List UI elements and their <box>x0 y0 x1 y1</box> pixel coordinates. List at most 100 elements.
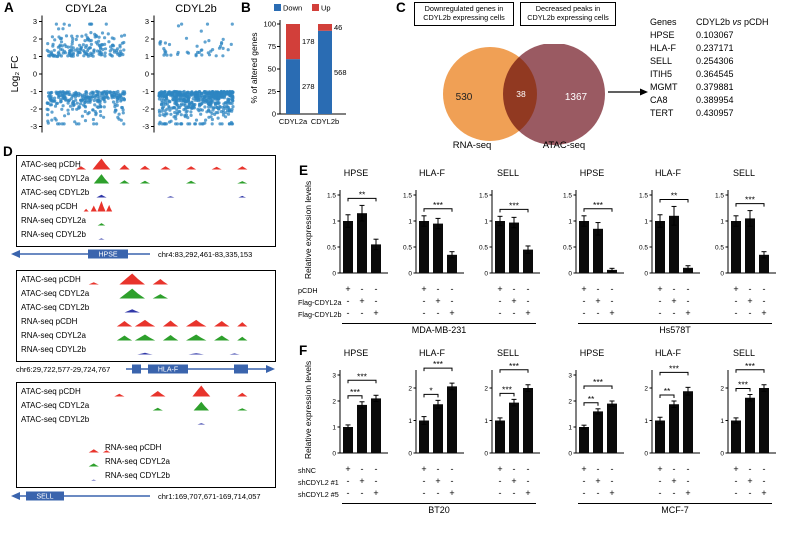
condition-sign: - <box>596 464 600 474</box>
condition-sign: + <box>733 464 739 474</box>
bar-chart-MCF-7-HLA-F: HLA-F 0 1 2 ** *** <box>632 348 704 465</box>
condition-sign: - <box>498 488 502 498</box>
chart-plot: 0 0.5 1 1.5 ** <box>327 189 388 277</box>
track-HLA-F-rna-seq-cdyl2a: RNA-seq CDYL2a <box>21 331 248 341</box>
chart-plot: 0 0.5 1 1.5 *** <box>403 190 464 277</box>
chart-plot: 0 0.5 1 1.5 *** <box>715 190 776 277</box>
down-segment <box>286 59 300 114</box>
condition-sign: + <box>525 308 531 318</box>
gene-name: ITIH5 <box>650 69 673 79</box>
signal-peaks <box>91 479 97 481</box>
bar-chart-Hs578T-HLA-F: HLA-F 0 0.5 1 1.5 ** <box>632 168 704 285</box>
bar <box>759 388 769 453</box>
coords-label: chr6:29,722,577-29,724,767 <box>16 365 110 374</box>
gene-table-col1-header: Genes <box>650 17 677 27</box>
condition-sign: + <box>511 296 517 306</box>
tick-label: 1 <box>568 424 572 431</box>
gene-table-row: ITIH5 0.364545 <box>650 68 794 81</box>
tick-label: 0 <box>332 450 336 457</box>
bar-chart-MCF-7-SELL: SELL 0 1 2 *** *** <box>708 348 780 465</box>
condition-sign: + <box>761 308 767 318</box>
tick-label: 0.5 <box>563 244 572 251</box>
tick-label: 2 <box>33 35 37 44</box>
tick-label: 0 <box>484 450 488 457</box>
bar <box>371 244 381 273</box>
cell-line-underline <box>342 323 536 324</box>
gene-ratio: 0.237171 <box>696 43 734 53</box>
condition-sign: - <box>436 488 440 498</box>
track-label: ATAC-seq CDYL2b <box>21 303 90 312</box>
condition-sign: - <box>346 308 350 318</box>
strand-arrow-left-icon <box>11 492 20 500</box>
bar <box>759 254 769 273</box>
condition-sign: - <box>526 464 530 474</box>
chart-title: HLA-F <box>654 348 681 358</box>
track-HLA-F-atac-seq-cdyl2a: ATAC-seq CDYL2a <box>21 288 168 299</box>
condition-sign: - <box>436 308 440 318</box>
condition-sign: - <box>346 488 350 498</box>
bar <box>419 420 429 453</box>
condition-sign: - <box>450 476 454 486</box>
track-label: RNA-seq CDYL2b <box>21 345 86 354</box>
condition-sign: - <box>748 488 752 498</box>
venn-right-count: 1367 <box>565 92 588 103</box>
track-signals-HLA-F: ATAC-seq pCDH ATAC-seq CDYL2a ATAC-seq CDY… <box>21 273 248 355</box>
condition-sign: - <box>360 488 364 498</box>
tick-label: 3 <box>145 17 149 26</box>
bar <box>579 427 589 453</box>
sig-bracket <box>499 392 515 397</box>
signal-peaks <box>152 401 248 411</box>
sig-bracket <box>659 198 689 203</box>
tick-label: 0 <box>332 270 336 277</box>
tick-label: 1 <box>484 418 488 425</box>
condition-sign: + <box>421 464 427 474</box>
track-box-HPSE: ATAC-seq pCDH ATAC-seq CDYL2a ATAC-seq CDY… <box>16 155 276 247</box>
condition-sign: + <box>685 488 691 498</box>
condition-sign: + <box>747 296 753 306</box>
sig-bracket <box>583 402 599 406</box>
stacked-bar-CDYL2a: 178 278 CDYL2a <box>279 24 315 126</box>
condition-sign: - <box>582 488 586 498</box>
down-count: 278 <box>302 82 315 91</box>
sig-stars: ** <box>588 394 595 404</box>
chart-title: HPSE <box>579 348 605 358</box>
condition-sign: + <box>657 464 663 474</box>
signal-peaks <box>98 238 105 240</box>
tick-label: 1.5 <box>327 192 336 199</box>
track-label: ATAC-seq pCDH <box>21 275 81 284</box>
condition-sign: - <box>422 476 426 486</box>
condition-label: shCDYL2 #5 <box>298 490 339 499</box>
gene-table-row: HLA-F 0.237171 <box>650 42 794 55</box>
venn-right-set-label: ATAC-seq <box>543 140 585 150</box>
condition-sign: - <box>498 476 502 486</box>
signal-peaks <box>197 423 206 425</box>
gene-name-label: HPSE <box>98 252 117 259</box>
condition-sign: - <box>686 284 690 294</box>
bar <box>495 420 505 453</box>
exon-box <box>132 364 141 374</box>
condition-sign: + <box>345 464 351 474</box>
condition-sign: - <box>374 284 378 294</box>
condition-sign: - <box>360 308 364 318</box>
bar-chart-Hs578T-HPSE: HPSE 0 0.5 1 1.5 *** <box>556 168 628 285</box>
legend-up: Up <box>321 4 331 13</box>
condition-sign: + <box>657 284 663 294</box>
gene-table-row: SELL 0.254306 <box>650 55 794 68</box>
chart-title: SELL <box>496 348 520 358</box>
track-HLA-F-rna-seq-cdyl2b: RNA-seq CDYL2b <box>21 345 240 355</box>
legend-swatch-down <box>274 4 281 11</box>
track-label: RNA-seq CDYL2a <box>21 331 86 340</box>
gene-ratio: 0.364545 <box>696 69 734 79</box>
sig-stars: *** <box>669 363 680 373</box>
bar <box>655 221 665 273</box>
chart-title: HPSE <box>343 348 369 358</box>
tick-label: 1 <box>408 218 412 225</box>
condition-sign: - <box>526 284 530 294</box>
cell-line-underline <box>578 323 772 324</box>
condition-sign: - <box>450 464 454 474</box>
tick-label: 1.5 <box>479 192 488 199</box>
track-label: ATAC-seq CDYL2b <box>21 415 90 424</box>
condition-sign: + <box>761 488 767 498</box>
condition-sign: + <box>581 464 587 474</box>
